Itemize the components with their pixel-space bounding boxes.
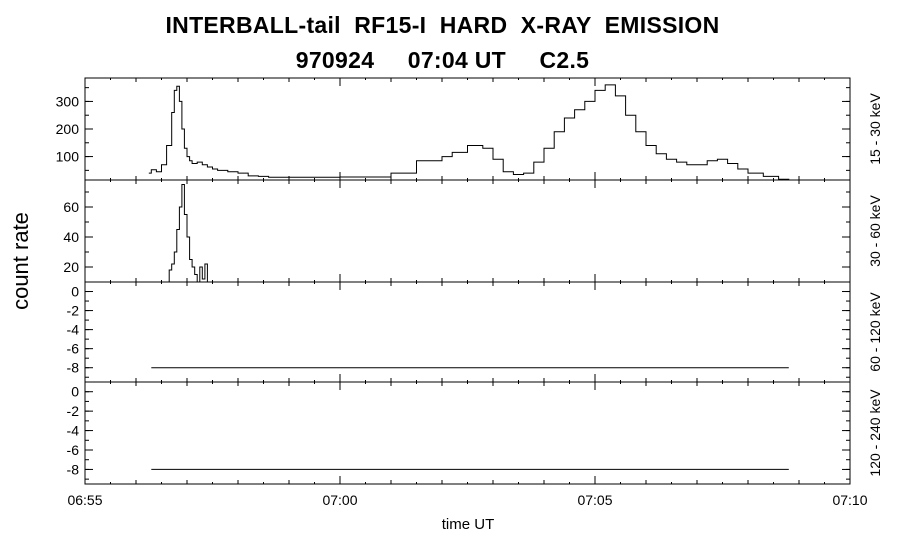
y-tick-label: 100 [56,149,80,165]
y-tick-label: 40 [63,229,79,245]
panel-frame [84,281,851,383]
y-tick-label: -8 [67,360,80,376]
y-tick-label: 300 [56,93,80,109]
x-tick-label: 07:10 [832,492,867,508]
panel-energy-label: 30 - 60 keV [867,195,883,267]
y-tick-label: 200 [56,121,80,137]
y-tick-label: -4 [67,322,80,338]
y-tick-label: -6 [67,442,80,458]
x-tick-label: 07:05 [577,492,612,508]
y-tick-label: 60 [63,199,79,215]
chart-title: INTERBALL-tail RF15-I HARD X-RAY EMISSIO… [165,12,720,38]
series-line-0 [148,84,790,180]
y-tick-label: 20 [63,259,79,275]
y-tick-label: 0 [71,284,79,300]
y-tick-label: 0 [71,384,79,400]
y-tick-label: -2 [67,403,80,419]
chart-subtitle: 970924 07:04 UT C2.5 [295,47,590,73]
y-tick-label: -8 [67,461,80,477]
y-tick-label: -2 [67,303,80,319]
y-tick-label: -6 [67,341,80,357]
x-axis-label: time UT [442,516,495,533]
panel-energy-label: 120 - 240 keV [867,389,883,477]
series-line-1 [166,184,208,283]
panel-frame [84,77,851,181]
panel-frame [84,381,851,485]
panel-energy-label: 60 - 120 keV [867,292,883,372]
x-tick-label: 06:55 [67,492,102,508]
panel-energy-label: 15 - 30 keV [867,93,883,165]
y-axis-label: count rate [8,212,33,310]
y-tick-label: -4 [67,423,80,439]
x-tick-label: 07:00 [322,492,357,508]
